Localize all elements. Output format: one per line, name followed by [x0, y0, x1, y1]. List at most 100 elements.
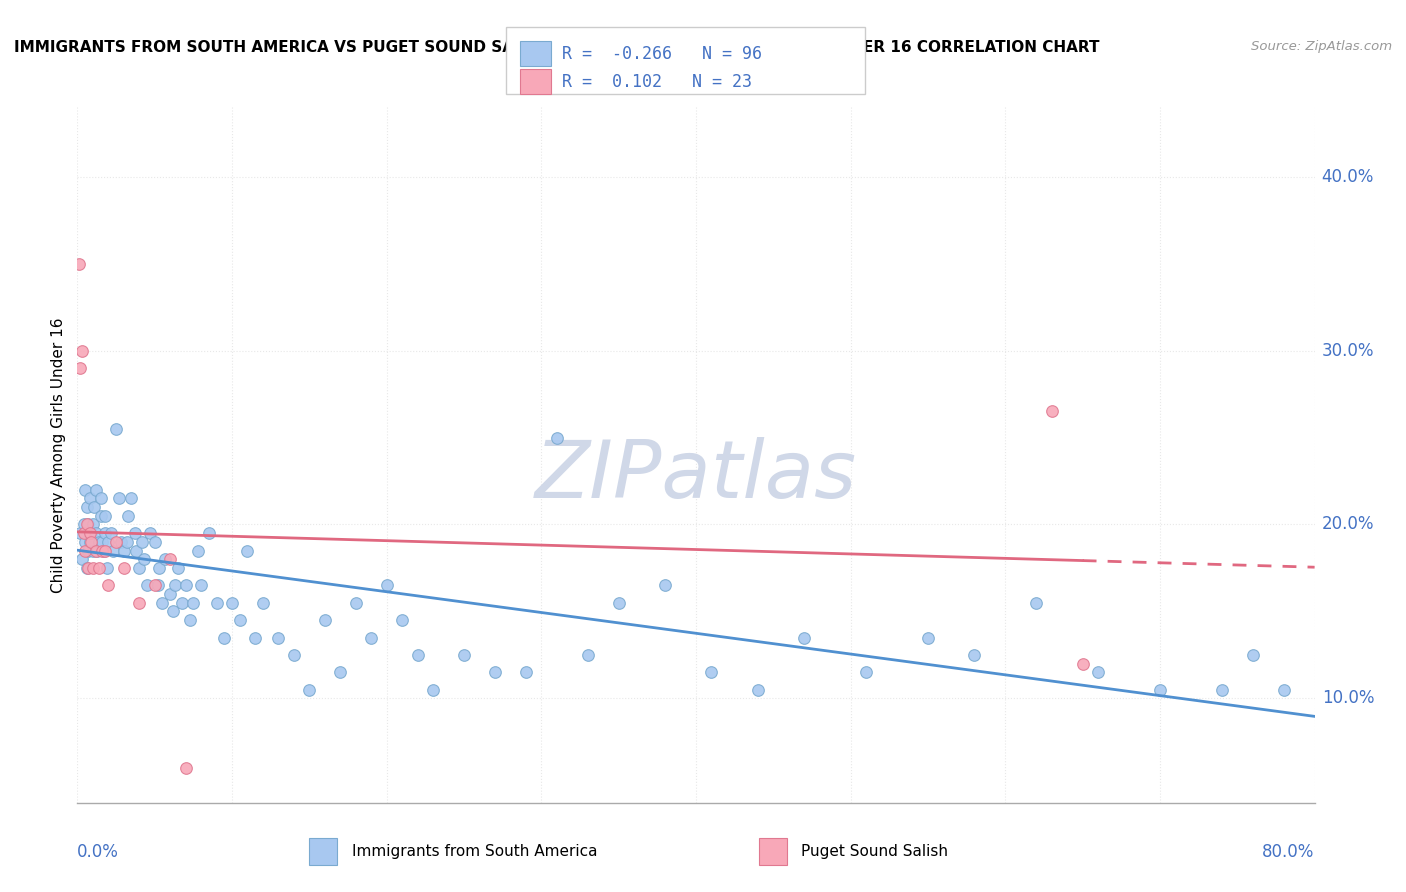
Point: [110, 534, 132, 549]
Point: [79, 491, 101, 506]
Point: [214, 631, 236, 645]
Text: 10.0%: 10.0%: [1322, 690, 1374, 707]
Point: [117, 508, 139, 523]
Point: [700, 665, 723, 680]
Point: [77, 517, 100, 532]
Point: [515, 665, 537, 680]
Point: [183, 596, 205, 610]
Point: [90, 508, 111, 523]
Point: [90, 491, 111, 506]
Point: [146, 578, 169, 592]
Point: [96, 561, 118, 575]
Y-axis label: Child Poverty Among Girls Under 16: Child Poverty Among Girls Under 16: [51, 318, 66, 592]
Point: [87, 561, 110, 575]
Point: [228, 613, 252, 627]
Point: [93, 543, 115, 558]
Text: IMMIGRANTS FROM SOUTH AMERICA VS PUGET SOUND SALISH CHILD POVERTY AMONG GIRLS UN: IMMIGRANTS FROM SOUTH AMERICA VS PUGET S…: [14, 40, 1099, 55]
Point: [75, 483, 96, 497]
Point: [69, 361, 91, 376]
Point: [143, 578, 166, 592]
Point: [917, 631, 939, 645]
Point: [97, 534, 120, 549]
Point: [148, 561, 170, 575]
Point: [77, 561, 100, 575]
Point: [654, 578, 676, 592]
Point: [159, 552, 181, 566]
Point: [70, 343, 93, 358]
Text: Puget Sound Salish: Puget Sound Salish: [801, 845, 949, 859]
Point: [546, 430, 568, 444]
Text: R =  0.102   N = 23: R = 0.102 N = 23: [562, 72, 752, 91]
Point: [112, 561, 135, 575]
Text: ZIPatlas: ZIPatlas: [534, 437, 858, 515]
Point: [79, 526, 101, 541]
Point: [124, 526, 146, 541]
Point: [283, 648, 305, 662]
Point: [115, 534, 138, 549]
Point: [143, 534, 166, 549]
Point: [112, 543, 135, 558]
Point: [1071, 657, 1094, 671]
Point: [105, 534, 127, 549]
Text: 20.0%: 20.0%: [1322, 516, 1374, 533]
Point: [80, 526, 103, 541]
Point: [75, 543, 96, 558]
Point: [152, 596, 174, 610]
Point: [329, 665, 352, 680]
Point: [76, 500, 98, 514]
Point: [94, 526, 117, 541]
Point: [172, 596, 194, 610]
Point: [375, 578, 398, 592]
Point: [84, 526, 107, 541]
Point: [70, 552, 93, 566]
Point: [162, 605, 184, 619]
Point: [69, 526, 91, 541]
Point: [1040, 404, 1063, 418]
Point: [128, 561, 150, 575]
Point: [132, 552, 155, 566]
Point: [91, 543, 114, 558]
Point: [77, 543, 100, 558]
Point: [793, 631, 815, 645]
Point: [252, 596, 274, 610]
Text: 40.0%: 40.0%: [1322, 168, 1374, 186]
Point: [198, 526, 221, 541]
Point: [94, 508, 117, 523]
Point: [174, 761, 197, 775]
Point: [298, 682, 321, 697]
Point: [174, 578, 197, 592]
Point: [100, 526, 122, 541]
Point: [314, 613, 336, 627]
Point: [406, 648, 429, 662]
Point: [963, 648, 986, 662]
Text: Source: ZipAtlas.com: Source: ZipAtlas.com: [1251, 40, 1392, 54]
Point: [83, 500, 105, 514]
Text: 0.0%: 0.0%: [77, 843, 120, 861]
Point: [82, 543, 104, 558]
Point: [190, 578, 212, 592]
Point: [1087, 665, 1109, 680]
Point: [72, 526, 94, 541]
Point: [1025, 596, 1047, 610]
Text: Immigrants from South America: Immigrants from South America: [352, 845, 598, 859]
Point: [747, 682, 769, 697]
Point: [105, 422, 127, 436]
Point: [97, 578, 120, 592]
Point: [236, 543, 259, 558]
Point: [179, 613, 201, 627]
Point: [94, 543, 117, 558]
Point: [484, 665, 506, 680]
Point: [344, 596, 367, 610]
Text: 80.0%: 80.0%: [1263, 843, 1315, 861]
Point: [87, 534, 110, 549]
Point: [76, 561, 98, 575]
Point: [855, 665, 877, 680]
Point: [1149, 682, 1171, 697]
Point: [221, 596, 243, 610]
Point: [84, 543, 107, 558]
Point: [91, 534, 114, 549]
Point: [139, 526, 162, 541]
Point: [79, 534, 101, 549]
Point: [82, 561, 104, 575]
Point: [136, 578, 159, 592]
